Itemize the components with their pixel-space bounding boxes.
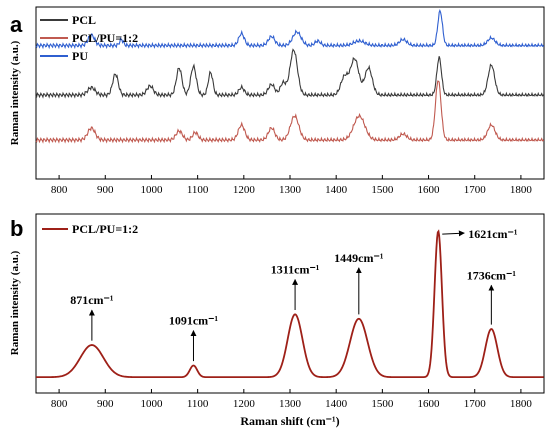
panel-b-ylabel: Raman intensity (a.u.)	[9, 250, 21, 355]
x-tick-label: 1100	[187, 184, 209, 196]
legend-label-b-pcl-pu: PCL/PU=1:2	[72, 222, 138, 236]
annotation-label: 1311cm⁻¹	[271, 263, 320, 277]
legend-label-pcl: PCL	[72, 13, 96, 27]
x-tick-label: 1400	[325, 184, 348, 196]
annotation-label: 1736cm⁻¹	[467, 268, 517, 282]
x-tick-label: 1500	[371, 398, 394, 410]
panel-b-annotations: 871cm⁻¹ 1091cm⁻¹ 1311cm⁻¹ 1449cm⁻¹ 1621cm⁻¹ 1…	[70, 227, 518, 362]
x-tick-label: 1200	[233, 398, 256, 410]
panel-a-ylabel: Raman intensity (a.u.)	[9, 40, 21, 145]
x-tick-label: 1400	[325, 398, 348, 410]
series-line-a-1	[35, 80, 545, 144]
x-tick-label: 1300	[279, 184, 302, 196]
panel-a: a Raman intensity (a.u.) 800 900 1000 1100 1…	[9, 6, 545, 196]
panel-b: b Raman intensity (a.u.) Raman shift (cm…	[9, 213, 545, 428]
panel-b-label: b	[10, 216, 23, 241]
x-tick-label: 1500	[371, 184, 394, 196]
panel-b-series	[36, 229, 544, 379]
x-tick-label: 1200	[233, 184, 256, 196]
x-tick-label: 1600	[418, 398, 441, 410]
panel-b-legend: PCL/PU=1:2	[42, 222, 138, 236]
series-line-a-0	[35, 48, 545, 99]
x-tick-label: 900	[97, 398, 114, 410]
x-tick-label: 1800	[510, 398, 533, 410]
x-tick-label: 1300	[279, 398, 302, 410]
annotation-label: 871cm⁻¹	[70, 293, 114, 307]
panel-a-label: a	[10, 12, 23, 37]
annotation-arrow	[442, 230, 465, 237]
x-tick-label: 800	[51, 398, 68, 410]
x-tick-label: 1600	[418, 184, 441, 196]
x-tick-label: 1100	[187, 398, 209, 410]
series-line-a-2	[35, 9, 545, 50]
annotation-label: 1091cm⁻¹	[169, 314, 219, 328]
panel-b-x-ticks: 800 900 1000 1100 1200 1300 1400 1500 1600 1700 18…	[51, 389, 533, 410]
x-tick-label: 1000	[140, 398, 163, 410]
legend-label-pu: PU	[72, 49, 88, 63]
series-line-b-0	[36, 229, 544, 379]
legend-label-pcl-pu: PCL/PU=1:2	[72, 31, 138, 45]
panel-a-legend: PCL PCL/PU=1:2 PU	[40, 13, 138, 63]
x-tick-label: 1800	[510, 184, 533, 196]
annotation-label: 1621cm⁻¹	[468, 227, 518, 241]
x-tick-label: 1700	[464, 398, 487, 410]
annotation-label: 1449cm⁻¹	[334, 251, 384, 265]
x-tick-label: 800	[51, 184, 68, 196]
panel-a-x-ticks: 800 900 1000 1100 1200 1300 1400 1500 1600 1700 18…	[51, 175, 533, 196]
x-tick-label: 1000	[140, 184, 163, 196]
x-tick-label: 900	[97, 184, 114, 196]
panel-a-series	[35, 9, 545, 144]
x-tick-label: 1700	[464, 184, 487, 196]
panel-b-xlabel: Raman shift (cm⁻¹)	[240, 414, 339, 428]
